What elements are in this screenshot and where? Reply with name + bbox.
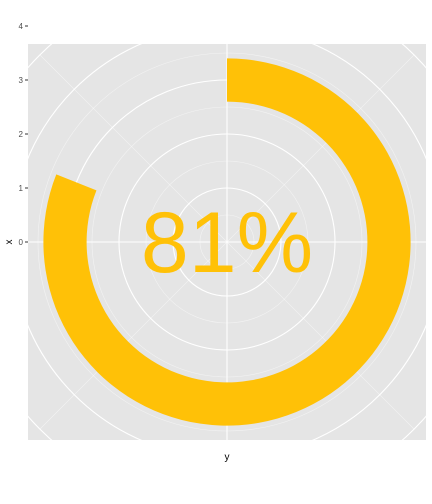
y-axis-title: x: [4, 240, 15, 245]
minor-grid-spoke: [39, 54, 228, 243]
x-axis-title: y: [225, 452, 230, 463]
minor-grid-spoke: [226, 241, 415, 430]
radial-tick-label: 1: [19, 184, 24, 193]
center-percent-label: 81%: [141, 195, 313, 291]
radial-tick-label: 4: [19, 22, 24, 31]
radial-tick-label: 3: [19, 76, 24, 85]
radial-tick-label: 0: [19, 238, 24, 247]
radial-axis: 0 1 2 3 4: [19, 22, 28, 247]
minor-grid-spoke: [226, 54, 415, 243]
minor-grid-spoke: [39, 241, 228, 430]
radial-tick-label: 2: [19, 130, 24, 139]
